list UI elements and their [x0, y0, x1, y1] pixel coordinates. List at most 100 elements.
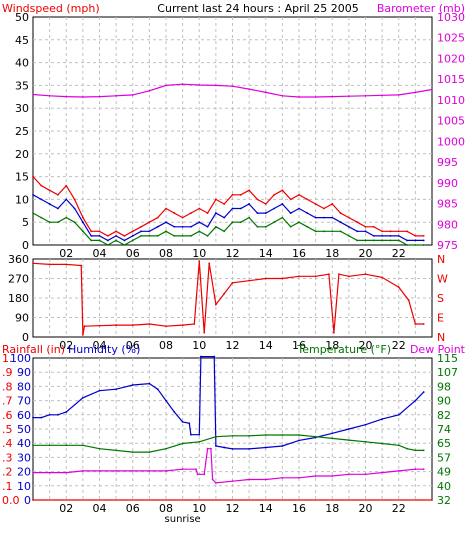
- rainfall-y-tick-label: .2: [2, 466, 13, 479]
- wind-data-point: [364, 94, 367, 97]
- humidity-y-tick-label: 70: [17, 395, 31, 408]
- wind-data-point: [264, 212, 267, 214]
- wind-data-point: [156, 234, 159, 237]
- wind-y-tick-label: 50: [15, 11, 29, 24]
- humidity-data-point: [364, 473, 367, 476]
- humidity-data-point: [165, 447, 167, 450]
- direction-x-tick-label: 14: [259, 339, 273, 352]
- wind-data-point: [339, 221, 342, 224]
- humidity-data-point: [188, 422, 191, 425]
- humidity-data-point: [32, 471, 34, 474]
- humidity-data-point: [231, 434, 234, 437]
- humidity-data-point: [131, 384, 134, 386]
- wind-x-tick-label: 18: [325, 247, 339, 260]
- humidity-data-point: [331, 475, 334, 477]
- barometer-y-tick-label: 1015: [437, 73, 465, 86]
- wind-data-point: [273, 207, 275, 210]
- temperature-axis-title: Temperature (°F): [296, 343, 391, 356]
- humidity-data-point: [213, 355, 216, 358]
- humidity-data-point: [281, 445, 284, 447]
- wind-data-point: [223, 203, 226, 205]
- wind-data-point: [414, 244, 417, 246]
- wind-data-point: [248, 88, 251, 91]
- wind-x-tick-label: 06: [126, 247, 140, 260]
- direction-y-tick-label: 0: [22, 331, 29, 344]
- wind-data-point: [248, 203, 251, 205]
- direction-data-point: [48, 263, 51, 266]
- wind-data-point: [73, 207, 76, 210]
- direction-data-point: [131, 324, 134, 326]
- wind-series-line: [32, 212, 424, 246]
- wind-data-point: [90, 234, 93, 237]
- wind-data-point: [214, 225, 217, 228]
- wind-data-point: [339, 212, 342, 214]
- humidity-data-point: [115, 449, 118, 452]
- direction-compass-label: E: [437, 312, 444, 325]
- humidity-data-point: [281, 434, 284, 436]
- humidity-data-point: [81, 444, 84, 447]
- humidity-data-point: [347, 439, 350, 442]
- wind-x-tick-label: 08: [159, 247, 173, 260]
- humidity-data-point: [181, 442, 184, 445]
- humidity-data-point: [314, 475, 317, 477]
- wind-data-point: [148, 89, 151, 92]
- wind-data-point: [323, 230, 325, 233]
- humidity-data-point: [98, 389, 101, 392]
- humidity-data-point: [32, 499, 34, 501]
- humidity-data-point: [198, 440, 201, 443]
- right-axis-title: Barometer (mb): [377, 2, 465, 15]
- wind-data-point: [281, 94, 284, 97]
- wind-data-point: [381, 230, 384, 233]
- wind-data-point: [40, 184, 43, 187]
- humidity-x-tick-label: 04: [93, 502, 107, 515]
- wind-data-point: [90, 239, 93, 242]
- wind-data-point: [289, 225, 292, 228]
- humidity-data-point: [264, 446, 267, 449]
- wind-data-point: [381, 234, 384, 237]
- barometer-y-tick-label: 1005: [437, 115, 465, 128]
- wind-data-point: [356, 221, 359, 224]
- wind-data-point: [289, 212, 292, 214]
- wind-data-point: [231, 193, 234, 196]
- direction-data-point: [115, 324, 118, 326]
- wind-data-point: [339, 230, 342, 233]
- direction-data-point: [148, 323, 151, 325]
- wind-data-point: [397, 230, 400, 233]
- wind-data-point: [364, 239, 367, 242]
- wind-data-point: [181, 216, 184, 219]
- wind-data-point: [206, 212, 209, 214]
- rainfall-y-tick-label: 0.0: [2, 494, 20, 507]
- direction-data-point: [333, 331, 335, 334]
- wind-x-tick-label: 14: [259, 247, 273, 260]
- barometer-y-tick-label: 990: [437, 177, 458, 190]
- humidity-data-point: [214, 445, 217, 447]
- wind-data-point: [223, 230, 226, 233]
- humidity-data-point: [381, 418, 384, 420]
- barometer-y-tick-label: 1010: [437, 94, 465, 107]
- wind-data-point: [231, 207, 234, 210]
- direction-data-point: [264, 277, 267, 280]
- wind-data-point: [422, 239, 425, 242]
- humidity-data-point: [347, 428, 350, 430]
- direction-x-tick-label: 12: [226, 339, 240, 352]
- humidity-y-tick-label: 30: [17, 451, 31, 464]
- temperature-y-tick-label: 57: [437, 451, 451, 464]
- humidity-x-tick-label: 10: [192, 502, 206, 515]
- wind-data-point: [32, 93, 34, 96]
- wind-series-line: [32, 194, 424, 242]
- wind-y-tick-label: 10: [15, 193, 29, 206]
- wind-x-tick-label: 20: [359, 247, 373, 260]
- wind-data-point: [223, 216, 226, 219]
- humidity-data-point: [298, 439, 300, 442]
- humidity-data-point: [406, 447, 408, 450]
- wind-data-point: [165, 84, 167, 87]
- wind-y-tick-label: 40: [15, 57, 29, 70]
- humidity-data-point: [264, 478, 267, 481]
- wind-data-point: [206, 234, 209, 237]
- wind-data-point: [331, 95, 334, 98]
- wind-data-point: [156, 216, 159, 219]
- direction-data-point: [214, 303, 217, 306]
- direction-data-point: [181, 324, 184, 326]
- wind-data-point: [81, 230, 84, 233]
- wind-data-point: [181, 83, 184, 86]
